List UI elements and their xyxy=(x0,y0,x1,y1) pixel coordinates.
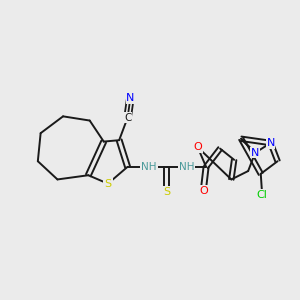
Text: S: S xyxy=(163,187,170,197)
Text: NH: NH xyxy=(179,162,194,172)
Text: N: N xyxy=(251,148,259,158)
Text: O: O xyxy=(199,186,208,196)
Text: N: N xyxy=(126,93,135,103)
Text: NH: NH xyxy=(141,162,157,172)
Text: S: S xyxy=(104,179,112,189)
Text: Cl: Cl xyxy=(257,190,268,200)
Text: N: N xyxy=(266,138,275,148)
Text: O: O xyxy=(193,142,202,152)
Text: C: C xyxy=(124,113,131,123)
